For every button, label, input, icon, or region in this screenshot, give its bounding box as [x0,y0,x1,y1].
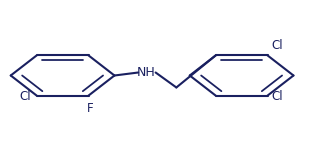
Text: F: F [87,102,93,115]
Text: Cl: Cl [19,90,31,103]
Text: Cl: Cl [271,90,283,103]
Text: Cl: Cl [271,39,283,52]
Text: NH: NH [137,66,156,79]
